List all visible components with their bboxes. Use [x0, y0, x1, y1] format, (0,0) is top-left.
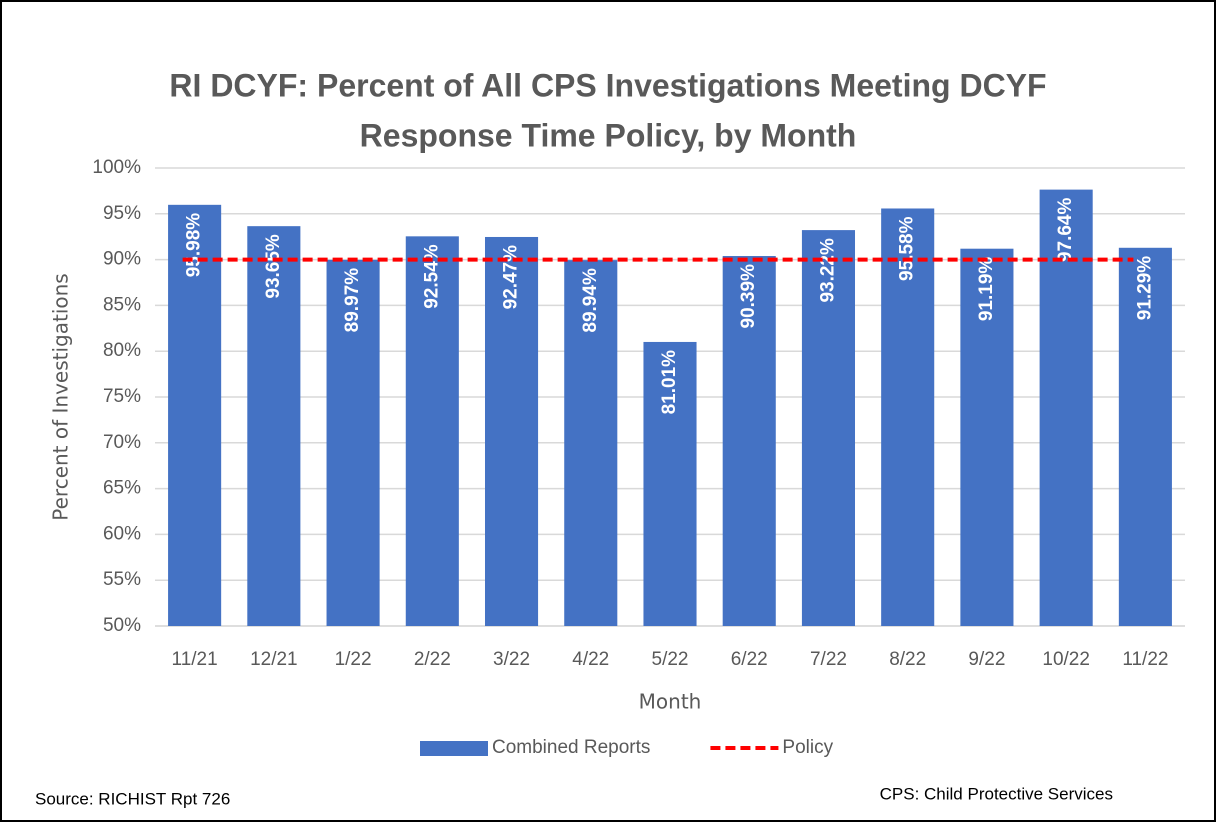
- x-tick-label: 5/22: [652, 649, 689, 670]
- data-label: 95.58%: [897, 216, 918, 281]
- bar: [1039, 189, 1093, 626]
- y-tick-label: 95%: [103, 203, 141, 224]
- data-label: 92.54%: [421, 244, 442, 309]
- legend-label: Combined Reports: [492, 737, 650, 758]
- x-tick-label: 9/22: [968, 649, 1005, 670]
- x-tick-label: 4/22: [572, 649, 609, 670]
- y-tick-label: 100%: [92, 157, 141, 178]
- data-label: 91.19%: [976, 257, 997, 322]
- bar: [326, 259, 380, 626]
- x-tick-label: 1/22: [335, 649, 372, 670]
- chart-title: Response Time Policy, by Month: [360, 117, 857, 153]
- data-label: 93.22%: [817, 238, 838, 303]
- data-label: 92.47%: [501, 245, 522, 310]
- y-tick-label: 90%: [103, 249, 141, 270]
- data-label: 91.29%: [1134, 256, 1155, 321]
- bar: [801, 230, 856, 626]
- bar: [247, 226, 301, 626]
- y-axis-label: Percent of Investigations: [49, 273, 73, 520]
- x-tick-label: 3/22: [493, 649, 530, 670]
- x-tick-label: 12/21: [250, 649, 298, 670]
- x-tick-label: 10/22: [1042, 649, 1090, 670]
- data-label: 90.39%: [738, 264, 759, 329]
- x-tick-label: 8/22: [889, 649, 926, 670]
- bar: [405, 236, 459, 626]
- legend-label: Policy: [782, 737, 833, 758]
- x-tick-label: 2/22: [414, 649, 451, 670]
- y-tick-label: 65%: [103, 478, 141, 499]
- legend-swatch: [420, 741, 488, 756]
- y-tick-label: 50%: [103, 615, 141, 636]
- y-tick-label: 75%: [103, 386, 141, 407]
- x-axis-label: Month: [639, 690, 702, 714]
- chart-title: RI DCYF: Percent of All CPS Investigatio…: [169, 67, 1046, 103]
- data-label: 97.64%: [1055, 198, 1076, 263]
- bar: [1118, 247, 1172, 626]
- data-label: 89.97%: [342, 268, 363, 333]
- bar: [484, 236, 539, 626]
- y-tick-label: 70%: [103, 432, 141, 453]
- data-label: 89.94%: [580, 268, 601, 333]
- y-tick-label: 60%: [103, 523, 141, 544]
- bar: [564, 260, 618, 626]
- y-tick-label: 85%: [103, 294, 141, 315]
- data-label: 95.98%: [184, 213, 205, 278]
- y-tick-label: 80%: [103, 340, 141, 361]
- data-label: 81.01%: [659, 350, 680, 415]
- bar: [960, 248, 1014, 627]
- x-tick-label: 6/22: [731, 649, 768, 670]
- x-tick-label: 11/21: [172, 649, 218, 670]
- bar: [881, 208, 935, 627]
- bar: [643, 341, 697, 626]
- bar: [168, 204, 222, 627]
- bar: [722, 256, 776, 626]
- source-note: Source: RICHIST Rpt 726: [35, 789, 230, 808]
- footnote: CPS: Child Protective Services: [880, 784, 1113, 803]
- y-tick-label: 55%: [103, 569, 141, 590]
- data-label: 93.65%: [263, 234, 284, 299]
- x-tick-label: 11/22: [1122, 649, 1168, 670]
- x-tick-label: 7/22: [810, 649, 847, 670]
